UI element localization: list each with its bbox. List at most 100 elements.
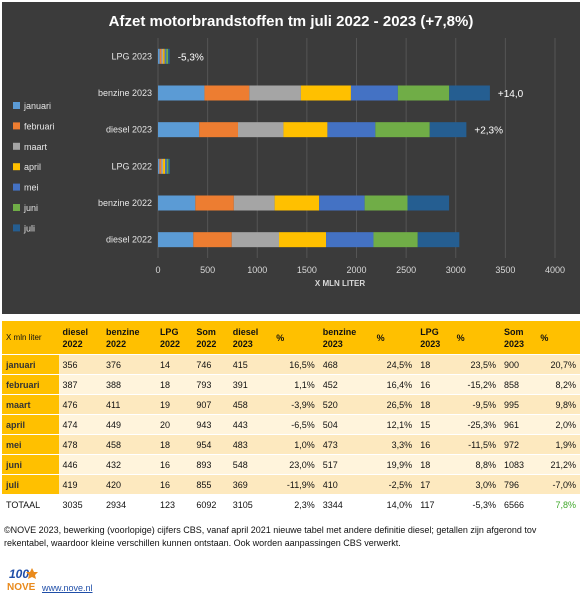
website-link[interactable]: www.nove.nl bbox=[42, 583, 93, 593]
column-header: % bbox=[372, 321, 417, 355]
table-cell: -3,9% bbox=[272, 394, 319, 415]
legend-swatch bbox=[13, 224, 20, 232]
table-header-row: X mln liter diesel 2022 benzine 2022 LPG 2022 S… bbox=[2, 321, 580, 355]
table-cell: -25,3% bbox=[452, 414, 500, 435]
table-cell: 17 bbox=[416, 474, 453, 495]
table-cell: 483 bbox=[228, 434, 273, 455]
table-cell: 18 bbox=[155, 374, 193, 395]
bar-segment bbox=[158, 48, 160, 64]
table-row: juni 446 432 16 893 548 23,0% 517 19,9% 18 8,8% 108… bbox=[2, 454, 580, 475]
bar-segment bbox=[407, 195, 450, 211]
bar-segment bbox=[165, 158, 167, 174]
bar-segment bbox=[158, 195, 196, 211]
table-cell: 415 bbox=[228, 354, 273, 375]
table-cell: 893 bbox=[192, 454, 229, 475]
table-cell: 900 bbox=[500, 354, 537, 375]
table-cell: -11,5% bbox=[452, 434, 500, 455]
total-cell: 3344 bbox=[318, 494, 373, 515]
legend-label: juni bbox=[23, 203, 38, 213]
row-label: mei bbox=[2, 434, 59, 455]
table-cell: 796 bbox=[500, 474, 537, 495]
table-cell: 420 bbox=[102, 474, 156, 495]
table-cell: 443 bbox=[228, 414, 273, 435]
bar-segment bbox=[249, 85, 301, 101]
table-cell: 376 bbox=[102, 354, 156, 375]
column-header: diesel 2022 bbox=[58, 321, 103, 355]
table-cell: 18 bbox=[416, 454, 453, 475]
table-cell: 16 bbox=[155, 454, 193, 475]
bar-segment bbox=[278, 232, 327, 248]
bar-segment bbox=[161, 48, 164, 64]
table-cell: -15,2% bbox=[452, 374, 500, 395]
table-cell: 476 bbox=[58, 394, 103, 415]
x-tick-label: 4000 bbox=[545, 265, 565, 275]
table-cell: 548 bbox=[228, 454, 273, 475]
row-label: februari bbox=[2, 374, 59, 395]
table-cell: 23,5% bbox=[452, 354, 500, 375]
category-label: benzine 2022 bbox=[98, 198, 152, 208]
table-cell: 23,0% bbox=[272, 454, 319, 475]
bar-segment bbox=[166, 48, 169, 64]
table-corner-label: X mln liter bbox=[2, 321, 59, 355]
table-cell: 16 bbox=[155, 474, 193, 495]
table-cell: 15 bbox=[416, 414, 453, 435]
legend-swatch bbox=[13, 183, 20, 191]
table-cell: -9,5% bbox=[452, 394, 500, 415]
total-cell: 123 bbox=[155, 494, 193, 515]
bar-segment bbox=[166, 158, 169, 174]
total-cell: 14,0% bbox=[372, 494, 417, 515]
bar-segment bbox=[375, 122, 430, 138]
bar-segment bbox=[195, 195, 234, 211]
bar-segment bbox=[193, 232, 232, 248]
bar-segment bbox=[327, 122, 376, 138]
table-cell: 12,1% bbox=[372, 414, 417, 435]
category-label: diesel 2022 bbox=[106, 235, 152, 245]
table-cell: 855 bbox=[192, 474, 229, 495]
table-cell: 16,5% bbox=[272, 354, 319, 375]
bar-segment bbox=[158, 232, 194, 248]
table-row: maart 476 411 19 907 458 -3,9% 520 26,5% 18 -9,5% 9… bbox=[2, 394, 580, 415]
total-cell: 7,8% bbox=[536, 494, 580, 515]
table-cell: 2,0% bbox=[536, 414, 580, 435]
table-cell: 21,2% bbox=[536, 454, 580, 475]
legend-label: mei bbox=[24, 183, 39, 193]
category-label: diesel 2023 bbox=[106, 125, 152, 135]
row-label: juni bbox=[2, 454, 59, 475]
bar-segment bbox=[449, 85, 490, 101]
table-cell: 16 bbox=[416, 374, 453, 395]
table-cell: 858 bbox=[500, 374, 537, 395]
row-label: maart bbox=[2, 394, 59, 415]
table-cell: -7,0% bbox=[536, 474, 580, 495]
bar-segment bbox=[231, 232, 279, 248]
bar-segment bbox=[158, 85, 205, 101]
bar-segment bbox=[283, 122, 328, 138]
labels: 0 500 1000 1500 2000 2500 3000 3500 4000 LPG 2023… bbox=[98, 51, 565, 275]
table-cell: 356 bbox=[58, 354, 103, 375]
table-cell: 18 bbox=[416, 394, 453, 415]
table-cell: 478 bbox=[58, 434, 103, 455]
table-cell: -2,5% bbox=[372, 474, 417, 495]
table-cell: 18 bbox=[416, 354, 453, 375]
x-axis-label: X MLN LITER bbox=[315, 279, 365, 288]
bar-segment bbox=[237, 122, 284, 138]
x-tick-label: 500 bbox=[200, 265, 215, 275]
category-label: LPG 2023 bbox=[111, 51, 152, 61]
table-cell: 746 bbox=[192, 354, 229, 375]
legend-label: januari bbox=[23, 101, 51, 111]
table-cell: 20 bbox=[155, 414, 193, 435]
table-cell: 3,3% bbox=[372, 434, 417, 455]
table-cell: 419 bbox=[58, 474, 103, 495]
legend-label: maart bbox=[24, 142, 48, 152]
svg-text:100: 100 bbox=[9, 567, 29, 581]
bar-segment bbox=[168, 48, 170, 64]
table-cell: 504 bbox=[318, 414, 373, 435]
x-tick-label: 1500 bbox=[297, 265, 317, 275]
table-cell: 446 bbox=[58, 454, 103, 475]
bar-segment bbox=[168, 158, 171, 174]
total-cell: 2,3% bbox=[272, 494, 319, 515]
total-label: TOTAAL bbox=[2, 494, 59, 515]
legend-swatch bbox=[13, 122, 20, 130]
bar-segment bbox=[300, 85, 351, 101]
table-cell: 16 bbox=[416, 434, 453, 455]
chart-svg: Afzet motorbrandstoffen tm juli 2022 - 2… bbox=[13, 13, 565, 288]
